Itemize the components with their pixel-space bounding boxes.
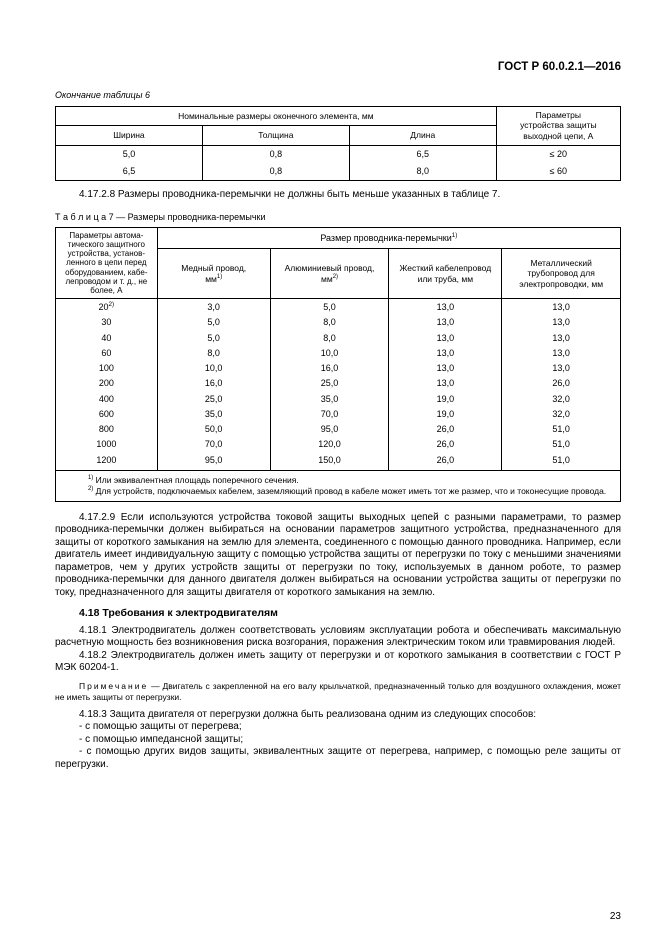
table-row: 80050,095,026,051,0 bbox=[56, 422, 621, 437]
list-item: - с помощью защиты от перегрева; bbox=[55, 721, 621, 734]
table-row: 405,08,013,013,0 bbox=[56, 331, 621, 346]
table7-header-row1: Параметры автома­тического защитного уст… bbox=[56, 227, 621, 248]
para-4-18-3: 4.18.3 Защита двигателя от перегрузки до… bbox=[55, 709, 621, 722]
table6-continuation: Окончание таблицы 6 bbox=[55, 90, 621, 101]
list-item: - с помощью импедансной защиты; bbox=[55, 734, 621, 747]
table6-col-width: Ширина bbox=[56, 126, 203, 145]
table6: Номинальные размеры оконечного элемента,… bbox=[55, 106, 621, 181]
table7-group-header: Размер проводника-перемычки1) bbox=[157, 227, 620, 248]
table-row: 305,08,013,013,0 bbox=[56, 315, 621, 330]
table6-col-length: Длина bbox=[349, 126, 496, 145]
table-row: 20016,025,013,026,0 bbox=[56, 376, 621, 391]
table-row: 100070,0120,026,051,0 bbox=[56, 437, 621, 452]
table7-corner: Параметры автома­тического защитного уст… bbox=[56, 227, 158, 298]
list-item: - с помощью других видов защиты, эквивал… bbox=[55, 746, 621, 771]
table7-footnote-cell: 1) Или эквивалентная площадь поперечного… bbox=[56, 470, 621, 501]
para-4-17-2-8: 4.17.2.8 Размеры проводника-перемычки не… bbox=[55, 189, 621, 202]
para-4-17-2-9: 4.17.2.9 Если используются устройства то… bbox=[55, 512, 621, 600]
page: ГОСТ Р 60.0.2.1—2016 Окончание таблицы 6… bbox=[0, 0, 661, 935]
para-4-18-2: 4.18.2 Электродвигатель должен иметь защ… bbox=[55, 650, 621, 675]
table-row: 608,010,013,013,0 bbox=[56, 346, 621, 361]
table7-col-conduit: Жесткий кабелепровод или труба, мм bbox=[389, 249, 502, 299]
table7: Параметры автома­тического защитного уст… bbox=[55, 227, 621, 502]
table7-footnotes: 1) Или эквивалентная площадь поперечного… bbox=[56, 470, 621, 501]
note-4-18-2: Примечание — Двигатель с закрепленной на… bbox=[55, 681, 621, 703]
table7-col-copper: Медный провод, мм1) bbox=[157, 249, 270, 299]
table7-col-aluminum: Алюминиевый провод, мм2) bbox=[270, 249, 389, 299]
table6-params-header: Параметры устройства защиты выходной цеп… bbox=[496, 106, 620, 145]
para-4-18-1: 4.18.1 Электродвигатель должен соответст… bbox=[55, 625, 621, 650]
table-row: 6,5 0,8 8,0 ≤ 60 bbox=[56, 163, 621, 181]
table6-col-thickness: Толщина bbox=[202, 126, 349, 145]
table-row: 5,0 0,8 6,5 ≤ 20 bbox=[56, 145, 621, 163]
table-row: 120095,0150,026,051,0 bbox=[56, 453, 621, 471]
section-4-18-heading: 4.18 Требования к электродвигателям bbox=[55, 607, 621, 620]
table-row: 202)3,05,013,013,0 bbox=[56, 299, 621, 316]
table-row: 10010,016,013,013,0 bbox=[56, 361, 621, 376]
table-row: 60035,070,019,032,0 bbox=[56, 407, 621, 422]
table6-group-header: Номинальные размеры оконечного элемента,… bbox=[56, 106, 497, 125]
table6-header-row1: Номинальные размеры оконечного элемента,… bbox=[56, 106, 621, 125]
table-row: 40025,035,019,032,0 bbox=[56, 392, 621, 407]
table7-col-pipe: Металлический трубопровод для электропро… bbox=[502, 249, 621, 299]
table7-caption: Т а б л и ц а 7 — Размеры проводника-пер… bbox=[55, 212, 621, 223]
page-number: 23 bbox=[610, 911, 621, 924]
document-code: ГОСТ Р 60.0.2.1—2016 bbox=[55, 60, 621, 74]
